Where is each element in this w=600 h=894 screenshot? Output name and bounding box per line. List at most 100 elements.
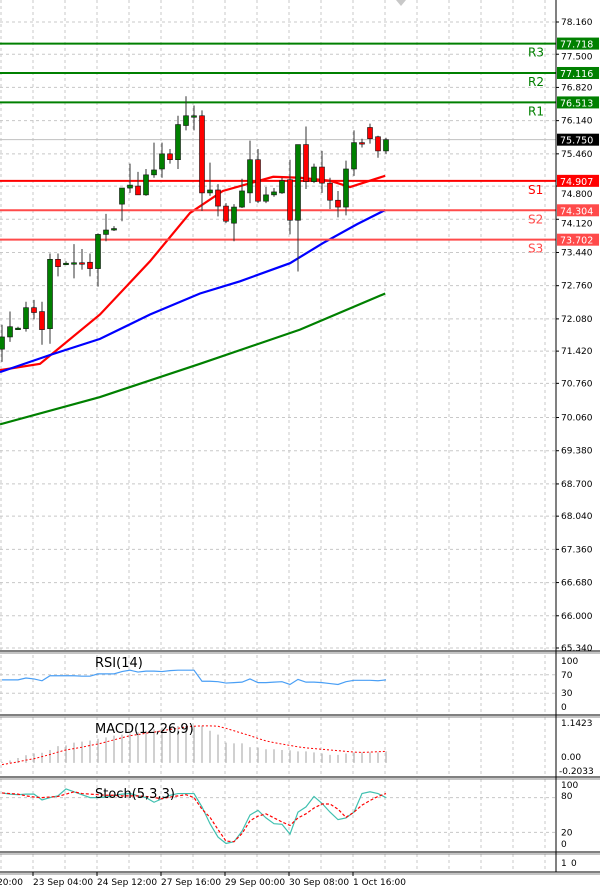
candle[interactable] xyxy=(207,162,213,196)
candle[interactable] xyxy=(263,187,269,204)
candle-body xyxy=(271,191,277,196)
candle[interactable] xyxy=(151,142,157,178)
x-axis-label: 30 Sep 08:00 xyxy=(289,878,349,888)
candle[interactable] xyxy=(319,150,325,193)
candle[interactable] xyxy=(135,171,141,196)
candle[interactable] xyxy=(383,137,389,154)
candle[interactable] xyxy=(79,249,85,270)
candle[interactable] xyxy=(335,190,341,218)
candle[interactable] xyxy=(255,148,261,204)
candle[interactable] xyxy=(119,187,125,222)
candle[interactable] xyxy=(303,126,309,189)
candle[interactable] xyxy=(23,301,29,332)
current-price-tag xyxy=(557,133,599,146)
candle-body xyxy=(311,166,317,182)
empty-pane-axis-label: 0 xyxy=(571,859,577,869)
y-axis-label: 68.700 xyxy=(561,480,593,490)
candle[interactable] xyxy=(0,324,5,362)
candle-body xyxy=(135,185,141,196)
candle-body xyxy=(239,190,245,208)
candle-body xyxy=(95,234,101,269)
x-axis-label: 27 Sep 16:00 xyxy=(161,878,221,888)
candle-body xyxy=(167,153,173,161)
candle[interactable] xyxy=(287,159,293,235)
y-axis-label: 66.000 xyxy=(561,612,593,622)
y-axis-label: 74.120 xyxy=(561,219,593,229)
rsi-axis-label: 70 xyxy=(561,671,573,681)
candle[interactable] xyxy=(231,204,237,242)
candle[interactable] xyxy=(39,301,45,345)
candle[interactable] xyxy=(7,311,13,342)
y-axis-label: 73.440 xyxy=(561,248,593,258)
candle-body xyxy=(55,259,61,267)
y-axis-label: 76.820 xyxy=(561,83,593,93)
y-axis-label: 68.040 xyxy=(561,512,593,522)
candle-body xyxy=(87,261,93,269)
candle[interactable] xyxy=(279,177,285,194)
candle[interactable] xyxy=(31,299,37,320)
rsi-axis-label: 0 xyxy=(561,703,567,713)
candle-body xyxy=(0,336,5,350)
candle[interactable] xyxy=(343,160,349,216)
candle[interactable] xyxy=(375,135,381,158)
candle[interactable] xyxy=(215,184,221,217)
candle-body xyxy=(183,115,189,126)
candle[interactable] xyxy=(183,96,189,131)
price-tag-value: 77.718 xyxy=(560,40,593,51)
candle[interactable] xyxy=(71,244,77,279)
price-tag-value: 73.702 xyxy=(560,236,593,247)
pivot-level-label-r3: R3 xyxy=(528,46,544,60)
candle[interactable] xyxy=(311,163,317,184)
candle[interactable] xyxy=(87,253,93,277)
candle[interactable] xyxy=(127,163,133,193)
candle[interactable] xyxy=(15,326,21,330)
current-price-value: 75.750 xyxy=(560,136,593,147)
candle[interactable] xyxy=(47,253,53,344)
moving-average-line xyxy=(0,174,386,372)
rsi-title: RSI(14) xyxy=(95,656,143,671)
candle[interactable] xyxy=(199,110,205,211)
candle[interactable] xyxy=(191,105,197,131)
x-axis-label: 24 Sep 12:00 xyxy=(97,878,157,888)
candle[interactable] xyxy=(295,144,301,272)
price-tag-r1 xyxy=(557,96,599,109)
candle[interactable] xyxy=(239,178,245,209)
candle-body xyxy=(119,187,125,205)
candle-body xyxy=(295,144,301,221)
candle[interactable] xyxy=(143,168,149,196)
candle[interactable] xyxy=(367,123,373,144)
candle-body xyxy=(255,159,261,202)
candle[interactable] xyxy=(327,177,333,210)
candle-body xyxy=(215,189,221,207)
macd-axis-label: -0.2033 xyxy=(559,767,594,777)
candle[interactable] xyxy=(103,213,109,242)
pivot-level-label-r2: R2 xyxy=(528,75,544,89)
x-axis-label: 23 Sep 04:00 xyxy=(33,878,93,888)
candle[interactable] xyxy=(95,233,101,287)
candle[interactable] xyxy=(159,142,165,178)
candle-body xyxy=(383,139,389,152)
candle[interactable] xyxy=(271,188,277,197)
rsi-axis-label: 30 xyxy=(561,689,573,699)
candle[interactable] xyxy=(111,226,117,231)
candle[interactable] xyxy=(351,130,357,176)
stoch-axis-label: 80 xyxy=(561,792,573,802)
candle-body xyxy=(71,262,77,265)
candle[interactable] xyxy=(63,261,69,266)
candle[interactable] xyxy=(247,140,253,204)
y-axis-label: 76.140 xyxy=(561,117,593,127)
x-axis-label: 29 Sep 00:00 xyxy=(225,878,285,888)
price-tag-r2 xyxy=(557,66,599,79)
y-axis-label: 71.420 xyxy=(561,347,593,357)
candle[interactable] xyxy=(175,115,181,169)
candle-body xyxy=(111,228,117,231)
candle[interactable] xyxy=(167,148,173,164)
y-axis-label: 72.080 xyxy=(561,315,593,325)
candle[interactable] xyxy=(223,203,229,224)
candle[interactable] xyxy=(359,138,365,148)
stoch-axis-label: 20 xyxy=(561,828,573,838)
candle-body xyxy=(191,115,197,118)
candle[interactable] xyxy=(55,253,61,277)
macd-axis-label: 1.1423 xyxy=(561,719,593,729)
